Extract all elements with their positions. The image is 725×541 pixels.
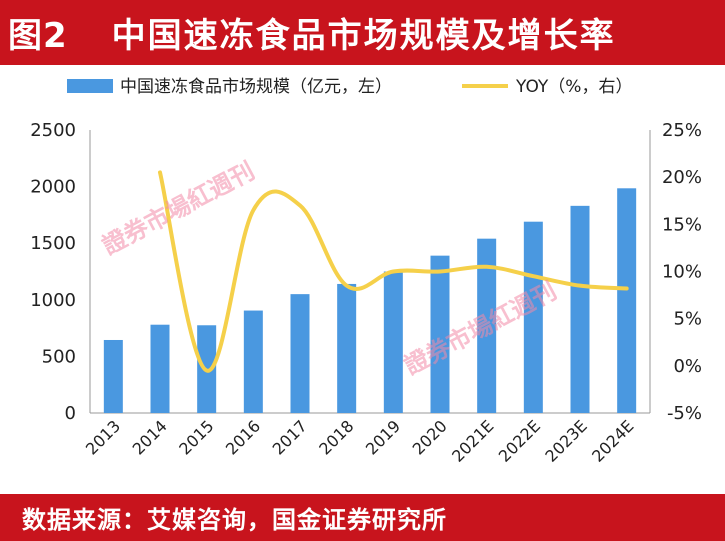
y-right-tick-label: 0% xyxy=(673,356,702,377)
bar xyxy=(430,255,450,413)
bar xyxy=(103,339,123,413)
axes: 0 500 1000 1500 2000 2500 -5% 0% 5% 10% 15% 20% 25% 2… xyxy=(30,120,702,466)
x-tick-label: 2013 xyxy=(82,416,124,458)
x-tick-label: 2017 xyxy=(269,416,311,458)
x-tick-label: 2020 xyxy=(409,416,451,458)
bar xyxy=(617,188,637,413)
bar xyxy=(150,324,170,413)
x-tick-label: 2015 xyxy=(175,416,217,458)
y-left-tick-label: 2000 xyxy=(30,177,76,198)
x-tick-label: 2014 xyxy=(129,416,171,458)
chart-title: 中国速冻食品市场规模及增长率 xyxy=(111,16,616,56)
y-right-tick-label: -5% xyxy=(667,403,702,424)
chart-header: 图2 中国速冻食品市场规模及增长率 xyxy=(0,0,725,65)
bar xyxy=(570,205,590,413)
bar xyxy=(337,283,357,413)
x-tick-label: 2016 xyxy=(222,416,264,458)
y-right-tick-label: 5% xyxy=(673,309,702,330)
y-right-tick-label: 20% xyxy=(662,167,702,188)
y-left-tick-label: 2500 xyxy=(30,120,76,141)
y-left-tick-label: 0 xyxy=(65,403,76,424)
bar xyxy=(523,221,543,413)
bar xyxy=(243,310,263,413)
bar xyxy=(383,271,403,413)
bar-series xyxy=(103,188,637,413)
legend-bar-swatch xyxy=(67,79,113,93)
x-tick-label: 2018 xyxy=(315,416,357,458)
bar xyxy=(290,294,310,413)
chart-area: 中国速冻食品市场规模（亿元，左） YOY（%，右） 0 500 1000 1500 20… xyxy=(0,65,725,494)
figure-label: 图2 xyxy=(8,16,68,56)
source-footer: 数据来源：艾媒咨询，国金证券研究所 xyxy=(0,494,725,541)
y-left-tick-label: 1500 xyxy=(30,233,76,254)
x-tick-label: 2021E xyxy=(448,416,497,465)
x-tick-label: 2019 xyxy=(362,416,404,458)
y-right-tick-label: 10% xyxy=(662,262,702,283)
x-tick-label: 2023E xyxy=(541,416,590,465)
y-right-tick-label: 25% xyxy=(662,120,702,141)
x-tick-label: 2022E xyxy=(495,416,544,465)
x-tick-label: 2024E xyxy=(588,416,637,465)
legend: 中国速冻食品市场规模（亿元，左） YOY（%，右） xyxy=(67,77,632,97)
legend-bar-label: 中国速冻食品市场规模（亿元，左） xyxy=(120,77,392,97)
y-left-tick-label: 500 xyxy=(42,346,76,367)
y-left-tick-label: 1000 xyxy=(30,290,76,311)
yoy-line-series xyxy=(158,170,629,373)
legend-line-label: YOY（%，右） xyxy=(515,77,632,97)
y-right-tick-label: 15% xyxy=(662,214,702,235)
watermark-text: 證券市場紅週刊 xyxy=(98,157,259,261)
source-text: 数据来源：艾媒咨询，国金证券研究所 xyxy=(22,506,447,534)
bar xyxy=(477,238,497,413)
combo-chart: 中国速冻食品市场规模（亿元，左） YOY（%，右） 0 500 1000 1500 20… xyxy=(30,77,702,466)
